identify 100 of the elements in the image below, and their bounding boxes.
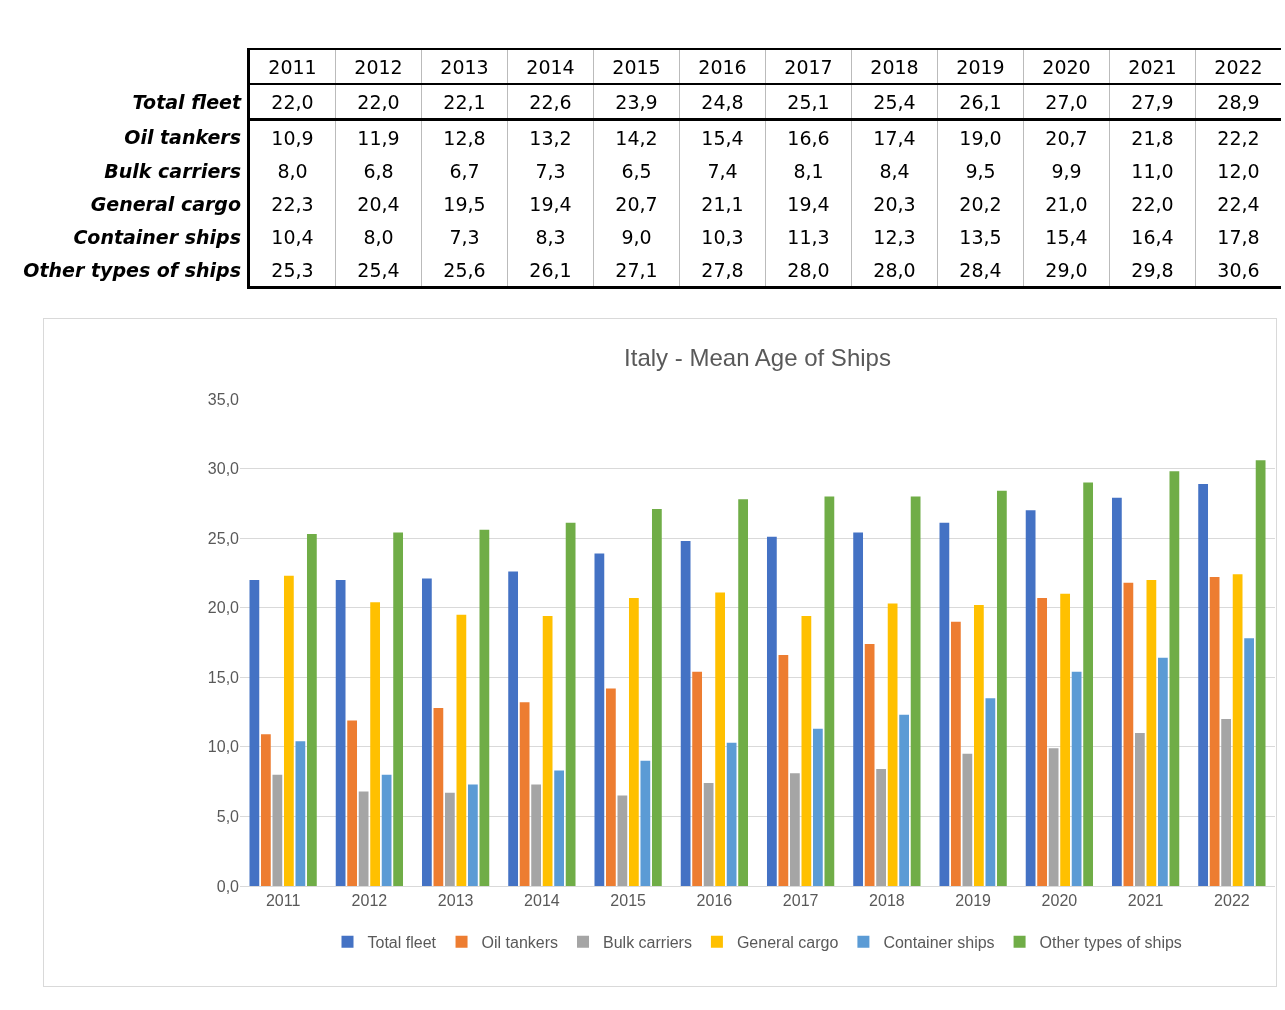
data-label: 10,4 xyxy=(248,220,336,253)
data-label: 13,2 xyxy=(507,119,594,154)
bar xyxy=(335,579,346,886)
data-label: 25,4 xyxy=(851,84,938,120)
y-tick-label: 20,0 xyxy=(207,599,240,617)
data-label: 9,5 xyxy=(937,154,1024,187)
bar xyxy=(1083,482,1094,886)
data-label: 9,0 xyxy=(593,220,680,253)
data-label: 15,4 xyxy=(679,119,766,154)
data-label: 20,3 xyxy=(851,187,938,220)
legend-label: General cargo xyxy=(736,934,839,952)
data-label: 28,4 xyxy=(937,253,1024,288)
bar xyxy=(479,529,490,886)
bar xyxy=(864,643,875,886)
data-label: 19,4 xyxy=(507,187,594,220)
bar xyxy=(531,784,542,886)
bar xyxy=(973,604,984,886)
bar xyxy=(1198,483,1209,886)
data-label: 6,8 xyxy=(335,154,422,187)
category-label: 2022 xyxy=(1214,55,1263,78)
bar xyxy=(812,728,823,886)
bar xyxy=(272,774,283,886)
y-tick-label: 15,0 xyxy=(207,668,240,686)
legend-label: Bulk carriers xyxy=(603,934,692,952)
y-tick-label: 35,0 xyxy=(207,390,240,408)
data-label: 19,4 xyxy=(765,187,852,220)
data-label: 12,8 xyxy=(421,119,508,154)
data-label: 21,1 xyxy=(679,187,766,220)
bar xyxy=(1244,638,1255,886)
bar xyxy=(1221,719,1232,886)
bar xyxy=(996,490,1007,886)
data-label: 28,9 xyxy=(1195,84,1281,120)
bar xyxy=(801,616,812,886)
data-label: 22,2 xyxy=(1195,119,1281,154)
bar xyxy=(381,774,392,886)
data-label: 11,9 xyxy=(335,119,422,154)
bar xyxy=(358,791,369,886)
data-label: 10,3 xyxy=(679,220,766,253)
x-tick-label: 2015 xyxy=(610,892,647,910)
bar xyxy=(508,571,519,886)
data-label: 25,4 xyxy=(335,253,422,288)
bar xyxy=(1232,574,1243,886)
data-label: 11,0 xyxy=(1109,154,1196,187)
data-label: 20,4 xyxy=(335,187,422,220)
bar xyxy=(726,742,737,886)
bar xyxy=(1169,471,1180,886)
data-label: 13,5 xyxy=(937,220,1024,253)
data-label: 27,0 xyxy=(1023,84,1110,120)
bar xyxy=(370,602,381,886)
data-label: 8,3 xyxy=(507,220,594,253)
data-label: 20,7 xyxy=(593,187,680,220)
bar xyxy=(393,532,404,886)
bar xyxy=(985,698,996,886)
category-label: 2015 xyxy=(612,55,661,78)
bar xyxy=(421,578,432,886)
category-label: 2014 xyxy=(526,55,575,78)
data-label: 26,1 xyxy=(507,253,594,288)
y-tick-label: 10,0 xyxy=(207,738,240,756)
category-label: 2013 xyxy=(440,55,489,78)
bar xyxy=(1025,510,1036,886)
data-label: 24,8 xyxy=(679,84,766,120)
data-label: 16,4 xyxy=(1109,220,1196,253)
data-label: 25,3 xyxy=(248,253,336,288)
y-tick-label: 25,0 xyxy=(207,529,240,547)
data-label: 26,1 xyxy=(937,84,1024,120)
y-tick-label: 30,0 xyxy=(207,460,240,478)
data-label: 21,0 xyxy=(1023,187,1110,220)
data-label: 16,6 xyxy=(765,119,852,154)
data-label: 27,9 xyxy=(1109,84,1196,120)
bar xyxy=(703,783,714,886)
category-label: 2019 xyxy=(956,55,1005,78)
data-label: 8,1 xyxy=(765,154,852,187)
bar xyxy=(1060,593,1071,886)
bar xyxy=(950,621,961,886)
x-tick-label: 2012 xyxy=(351,892,388,910)
bar xyxy=(565,522,576,886)
bar xyxy=(467,784,478,886)
legend-label: Oil tankers xyxy=(481,934,559,952)
data-label: 30,6 xyxy=(1195,253,1281,288)
x-tick-label: 2017 xyxy=(782,892,819,910)
x-tick-label: 2014 xyxy=(524,892,560,910)
y-tick-label: 5,0 xyxy=(216,808,240,826)
bar xyxy=(778,655,789,886)
data-label: 22,6 xyxy=(507,84,594,120)
data-label: 20,7 xyxy=(1023,119,1110,154)
data-label: 27,1 xyxy=(593,253,680,288)
bar xyxy=(738,499,749,886)
bar xyxy=(1146,579,1157,886)
bar xyxy=(456,614,467,886)
data-label: 23,9 xyxy=(593,84,680,120)
data-label: 7,3 xyxy=(507,154,594,187)
bar xyxy=(899,714,910,886)
data-label: 19,5 xyxy=(421,187,508,220)
data-label: 8,0 xyxy=(248,154,336,187)
category-label: 2020 xyxy=(1042,55,1091,78)
data-label: 17,4 xyxy=(851,119,938,154)
data-label: 8,0 xyxy=(335,220,422,253)
bar xyxy=(962,753,973,886)
bar xyxy=(876,769,887,886)
data-label: 17,8 xyxy=(1195,220,1281,253)
